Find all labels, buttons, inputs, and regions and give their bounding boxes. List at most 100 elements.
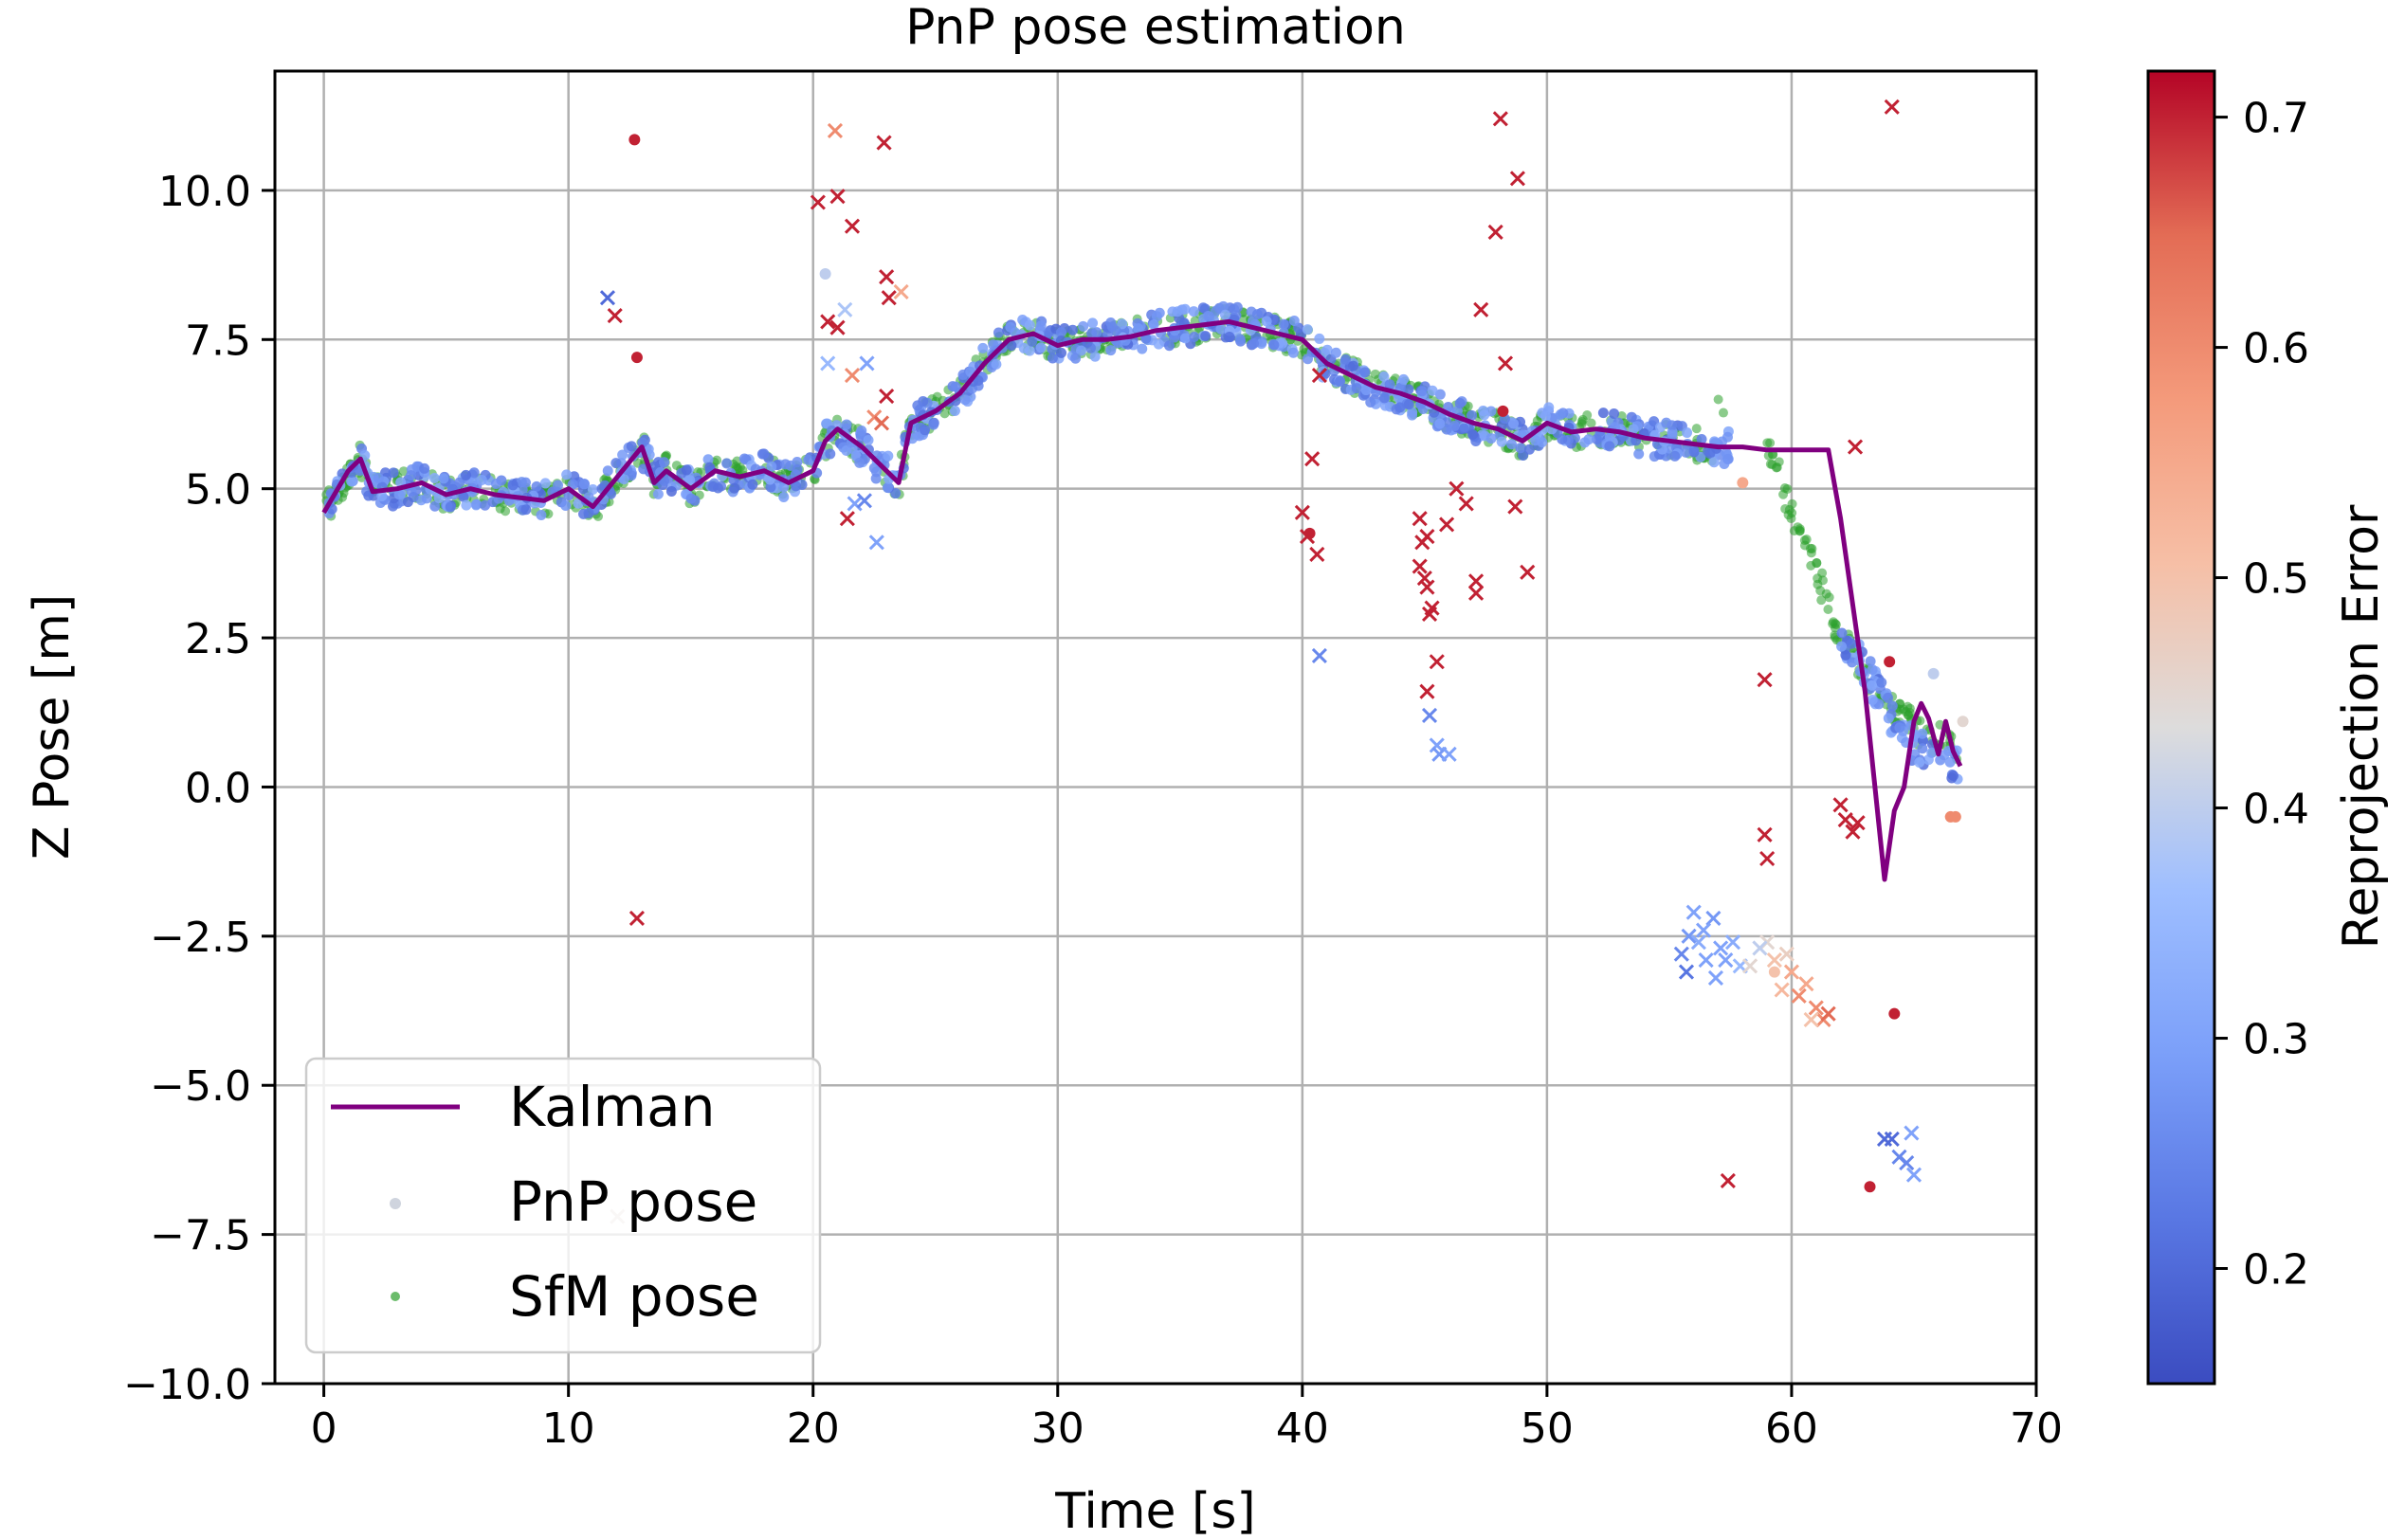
pnp-point [406,470,417,481]
y-ticks: −10.0 −7.5 −5.0 −2.5 0.0 2.5 5.0 7.5 10.0 [123,168,275,1409]
pnp-point [1179,333,1191,344]
pnp-outlier-x-stroke [859,355,875,371]
pnp-point [685,493,697,504]
pnp-point [1836,627,1848,639]
pnp-point [1506,439,1518,450]
pnp-outlier-x-stroke [629,910,645,927]
pnp-point [1867,679,1878,691]
pnp-point [1604,441,1615,452]
colorbar-tick-label: 0.3 [2243,1016,2309,1064]
pnp-outlier-x [1497,355,1514,371]
sfm-point [1831,620,1841,630]
pnp-outlier-x-stroke [837,301,853,317]
pnp-point [1089,351,1101,362]
pnp-outlier-x-stroke [1473,301,1489,317]
pnp-point [1005,321,1016,333]
pnp-outlier-x [1487,224,1503,241]
pnp-outlier-x [599,290,616,306]
pnp-point [1091,327,1102,338]
pnp-point [637,437,648,448]
pnp-point [1105,345,1117,356]
pnp-point [1394,402,1406,413]
pnp-outlier-x-stroke [1757,826,1773,842]
chart-title: PnP pose estimation [905,0,1406,56]
pnp-point [1137,343,1148,354]
pnp-point [433,493,445,504]
pnp-outlier-dot [1949,810,1961,823]
pnp-point [747,479,758,490]
pnp-outlier-x-stroke [1849,815,1866,831]
pnp-outlier-x [1695,922,1712,938]
sfm-point [1780,503,1791,514]
pnp-outlier-x [1685,904,1702,920]
pnp-outlier-dot [630,352,643,364]
pnp-point [1189,331,1200,342]
pnp-point [841,444,852,456]
pnp-point [1378,371,1390,382]
pnp-outlier-x [810,194,826,210]
pnp-outlier-x [1713,940,1729,956]
y-tick-label: −10.0 [123,1361,251,1409]
pnp-point [429,500,441,512]
pnp-outlier-x-stroke [1441,746,1457,762]
pnp-point [950,381,961,392]
pnp-outlier-x [1803,1011,1819,1028]
pnp-point [738,453,750,464]
pnp-outlier-dot [1927,667,1940,679]
pnp-outlier-dot [1884,656,1896,668]
pnp-outlier-dot [1737,477,1749,489]
pnp-point [1035,320,1047,332]
pnp-point [476,474,487,485]
pnp-point [480,499,491,511]
pnp-point [1597,408,1609,419]
pnp-outlier-x [879,389,895,405]
pnp-point [516,477,527,488]
pnp-point [1867,664,1878,676]
pnp-point [973,375,984,387]
legend-pnp-label: PnP pose [509,1169,757,1234]
pnp-point [1836,641,1848,652]
pnp-point [1360,385,1372,396]
pnp-point [659,457,670,468]
pnp-outlier-dot [1957,716,1969,728]
pnp-outlier-x-stroke [599,290,616,306]
pnp-outlier-x [1752,940,1768,956]
sfm-point [1691,424,1702,434]
pnp-outlier-x [1412,558,1428,574]
pnp-outlier-x [1845,824,1861,840]
pnp-point [721,458,733,469]
pnp-point [1164,340,1175,352]
pnp-outlier-x-stroke [881,290,897,306]
pnp-point [1883,713,1894,724]
pnp-outlier-x-stroke [1690,934,1706,951]
pnp-point [438,473,449,484]
pnp-outlier-x-stroke [1429,737,1445,753]
legend-sfm-swatch [391,1292,400,1301]
sfm-point [1805,543,1815,553]
pnp-outlier-x-stroke [1695,922,1712,938]
pnp-point [1268,339,1280,351]
pnp-point [1024,319,1035,331]
sfm-point [1821,589,1831,599]
pnp-outlier-x [1419,683,1435,699]
pnp-point [1248,337,1260,349]
sfm-point [1812,557,1822,568]
pnp-outlier-x [629,910,645,927]
pnp-point [1458,423,1469,434]
pnp-outlier-x [1520,564,1536,580]
pnp-point [1894,722,1905,734]
pnp-outlier-x-stroke [1718,951,1734,969]
pnp-outlier-x-stroke [879,269,895,285]
y-tick-label: −2.5 [150,914,251,962]
pnp-point [1256,338,1267,350]
pnp-outlier-x [1421,707,1438,723]
pnp-outlier-x-stroke [827,122,844,139]
pnp-outlier-x [1304,451,1321,467]
pnp-outlier-x-stroke [1713,940,1729,956]
sfm-point [1801,534,1812,545]
pnp-outlier-x-stroke [1419,579,1435,595]
pnp-point [421,493,432,504]
x-tick-label: 30 [1031,1404,1084,1453]
pnp-point [912,400,923,411]
pnp-point [1540,410,1551,422]
